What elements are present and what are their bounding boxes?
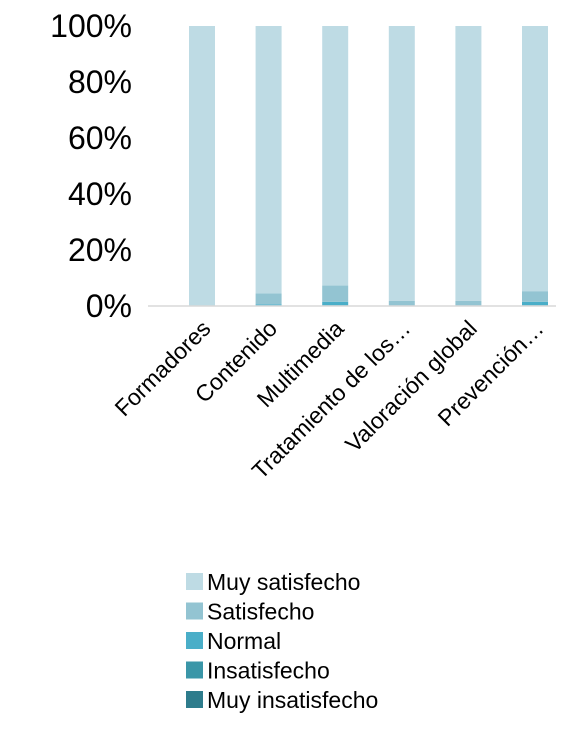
x-axis-labels: FormadoresContenidoMultimediaTratamiento… <box>109 315 548 484</box>
bar-segment <box>322 285 349 302</box>
bar-segment <box>455 26 482 301</box>
y-tick-label: 80% <box>68 64 132 100</box>
y-tick-label: 20% <box>68 232 132 268</box>
legend-label: Insatisfecho <box>207 658 330 684</box>
legend-label: Muy satisfecho <box>207 569 360 595</box>
legend-swatch <box>186 602 203 620</box>
bar-segment <box>189 26 215 306</box>
bar-segment <box>522 26 548 292</box>
legend: Muy satisfecho Satisfecho Normal Insatisfec… <box>186 569 378 713</box>
y-tick-label: 40% <box>68 176 132 212</box>
legend-label: Muy insatisfecho <box>207 687 378 713</box>
bar-segment <box>388 300 415 306</box>
y-tick-label: 0% <box>86 288 132 324</box>
bar-segment <box>322 26 349 286</box>
legend-swatch <box>186 573 203 590</box>
bar-segment <box>522 291 548 302</box>
bar-segment <box>322 301 349 306</box>
legend-swatch <box>186 661 203 679</box>
bar-segment <box>255 26 282 294</box>
bar-segment <box>255 293 282 305</box>
legend-swatch <box>186 632 203 649</box>
legend-swatch <box>186 691 203 708</box>
bar-segment <box>522 301 548 306</box>
bars <box>189 26 548 306</box>
legend-label: Satisfecho <box>207 599 314 625</box>
y-tick-label: 60% <box>68 120 132 156</box>
bar-segment <box>255 304 282 306</box>
bar-segment <box>455 300 482 306</box>
bar-segment <box>388 26 415 301</box>
legend-label: Normal <box>207 628 281 654</box>
x-tick-label: Formadores <box>109 315 215 421</box>
y-axis: 100% 80% 60% 40% 20% 0% <box>50 8 132 324</box>
y-tick-label: 100% <box>50 8 132 44</box>
